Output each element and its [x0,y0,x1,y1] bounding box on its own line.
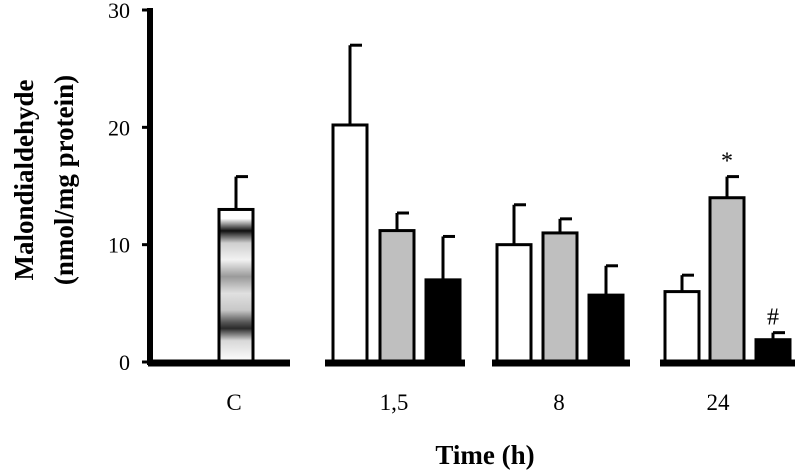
y-tick-label: 20 [108,115,130,140]
bar-1,5-gray [378,229,416,364]
x-category-label: 1,5 [380,390,409,415]
x-category-label: 8 [553,390,565,415]
bar-1,5-black [424,278,462,364]
bar-24-white [663,290,701,364]
y-axis-title-line2: (nmol/mg protein) [49,75,79,285]
y-tick-label: 0 [119,350,130,375]
bar-C-gradient [217,207,255,364]
bars: *# [217,43,792,364]
y-tick-label: 10 [108,233,130,258]
y-axis: 0 10 20 30 [108,0,153,375]
x-axis-title: Time (h) [435,440,534,470]
significance-annotation: * [721,149,733,175]
significance-annotation: # [767,305,779,331]
bar-24-gray [708,196,746,364]
x-category-label: 24 [707,390,731,415]
bar-8-black [587,293,625,364]
bar-1,5-white [331,123,369,364]
y-tick-label: 30 [108,0,130,23]
bar-8-gray [541,231,579,364]
bar-24-black [754,338,792,364]
bar-8-white [495,243,533,364]
x-category-label: C [226,390,241,415]
y-axis-title-line1: Malondialdehyde [9,79,39,280]
category-labels: C 1,5 8 24 [226,390,730,415]
